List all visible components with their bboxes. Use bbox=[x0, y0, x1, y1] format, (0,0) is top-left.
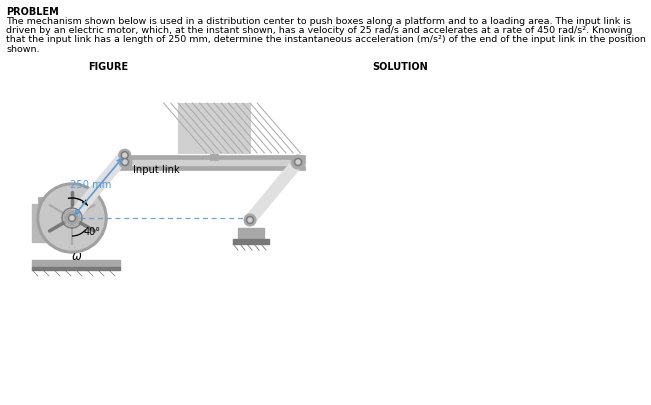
Bar bbox=[32, 204, 54, 242]
Circle shape bbox=[296, 160, 300, 164]
Text: shown.: shown. bbox=[6, 45, 40, 54]
Bar bbox=[32, 267, 120, 270]
Circle shape bbox=[292, 156, 304, 168]
Bar bbox=[238, 228, 264, 240]
Text: that the input link has a length of 250 mm, determine the instantaneous accelera: that the input link has a length of 250 … bbox=[6, 36, 646, 45]
Text: ω: ω bbox=[72, 250, 82, 263]
Circle shape bbox=[68, 214, 76, 222]
Text: 40°: 40° bbox=[84, 227, 101, 237]
Circle shape bbox=[121, 152, 128, 159]
Circle shape bbox=[68, 215, 76, 222]
Polygon shape bbox=[246, 158, 302, 224]
Polygon shape bbox=[68, 151, 129, 222]
Text: SOLUTION: SOLUTION bbox=[372, 62, 428, 72]
Circle shape bbox=[247, 217, 253, 224]
Text: The mechanism shown below is used in a distribution center to push boxes along a: The mechanism shown below is used in a d… bbox=[6, 17, 631, 26]
Circle shape bbox=[118, 155, 132, 169]
Bar bbox=[118, 166, 305, 170]
Text: PROBLEM: PROBLEM bbox=[6, 7, 59, 17]
Text: driven by an electric motor, which, at the instant shown, has a velocity of 25 r: driven by an electric motor, which, at t… bbox=[6, 26, 632, 35]
Circle shape bbox=[37, 183, 107, 253]
Circle shape bbox=[122, 153, 127, 157]
Circle shape bbox=[40, 186, 104, 250]
Circle shape bbox=[119, 156, 131, 168]
Circle shape bbox=[123, 160, 127, 164]
Circle shape bbox=[66, 212, 78, 224]
Circle shape bbox=[294, 158, 301, 166]
Text: Input link: Input link bbox=[133, 165, 180, 175]
Circle shape bbox=[244, 214, 256, 226]
Bar bbox=[178, 103, 250, 153]
Circle shape bbox=[118, 149, 131, 161]
Circle shape bbox=[70, 216, 74, 220]
Circle shape bbox=[291, 155, 305, 169]
Bar bbox=[233, 239, 269, 244]
Circle shape bbox=[295, 159, 301, 165]
Polygon shape bbox=[210, 153, 218, 160]
Bar bbox=[32, 260, 120, 267]
Bar bbox=[118, 155, 305, 160]
Circle shape bbox=[66, 212, 78, 224]
Text: 250 mm: 250 mm bbox=[70, 179, 112, 190]
Circle shape bbox=[248, 218, 252, 222]
Circle shape bbox=[122, 158, 128, 166]
Text: FIGURE: FIGURE bbox=[88, 62, 128, 72]
Bar bbox=[118, 160, 305, 166]
Bar bbox=[38, 197, 50, 206]
Circle shape bbox=[122, 159, 128, 165]
Polygon shape bbox=[119, 155, 130, 162]
